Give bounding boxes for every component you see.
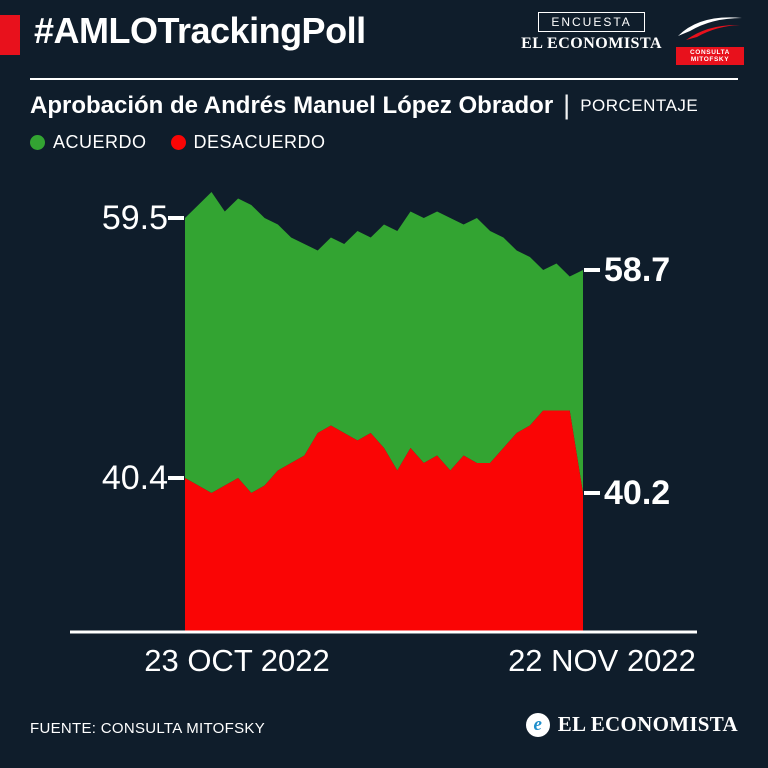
page-title: Aprobación de Andrés Manuel López Obrado…	[30, 91, 554, 119]
el-economista-footer-logo: e EL ECONOMISTA	[525, 712, 738, 737]
header-divider	[30, 78, 738, 80]
el-economista-footer-wordmark: EL ECONOMISTA	[557, 712, 738, 736]
legend-label-acuerdo: ACUERDO	[53, 132, 147, 152]
title-row: Aprobación de Andrés Manuel López Obrado…	[30, 90, 698, 121]
mitofsky-swoosh-icon	[674, 12, 746, 47]
header-logos: ENCUESTA EL ECONOMISTA CONSULTA MITOFSKY	[521, 12, 748, 65]
consulta-mitofsky-logo: CONSULTA MITOFSKY	[672, 12, 748, 65]
legend-label-desacuerdo: DESACUERDO	[193, 132, 326, 152]
unit-label: PORCENTAJE	[580, 95, 699, 115]
el-economista-circle-icon: e	[525, 712, 550, 737]
x-axis-end-date: 22 NOV 2022	[508, 643, 696, 678]
el-economista-wordmark: EL ECONOMISTA	[521, 35, 662, 52]
desacuerdo-dot-icon	[170, 135, 186, 150]
title-separator: |	[563, 90, 571, 120]
desacuerdo-area	[185, 410, 583, 632]
acuerdo-dot-icon	[30, 135, 45, 150]
acuerdo-end-value: 58.7	[604, 251, 671, 289]
source-note: FUENTE: CONSULTA MITOFSKY	[30, 720, 266, 737]
acuerdo-start-value: 59.5	[101, 199, 168, 237]
desacuerdo-end-value: 40.2	[604, 474, 671, 512]
acuerdo-area	[185, 192, 583, 493]
legend-item-desacuerdo: DESACUERDO	[170, 132, 326, 153]
mitofsky-wordmark: CONSULTA MITOFSKY	[676, 47, 744, 65]
el-economista-header-logo: ENCUESTA EL ECONOMISTA	[521, 12, 662, 53]
header-accent-bar	[0, 15, 20, 55]
desacuerdo-start-value: 40.4	[101, 459, 168, 497]
x-axis-start-date: 23 OCT 2022	[144, 643, 330, 678]
encuesta-badge: ENCUESTA	[538, 12, 645, 32]
legend-item-acuerdo: ACUERDO	[30, 132, 147, 153]
hashtag-title: #AMLOTrackingPoll	[34, 10, 366, 51]
legend: ACUERDO DESACUERDO	[30, 132, 326, 153]
